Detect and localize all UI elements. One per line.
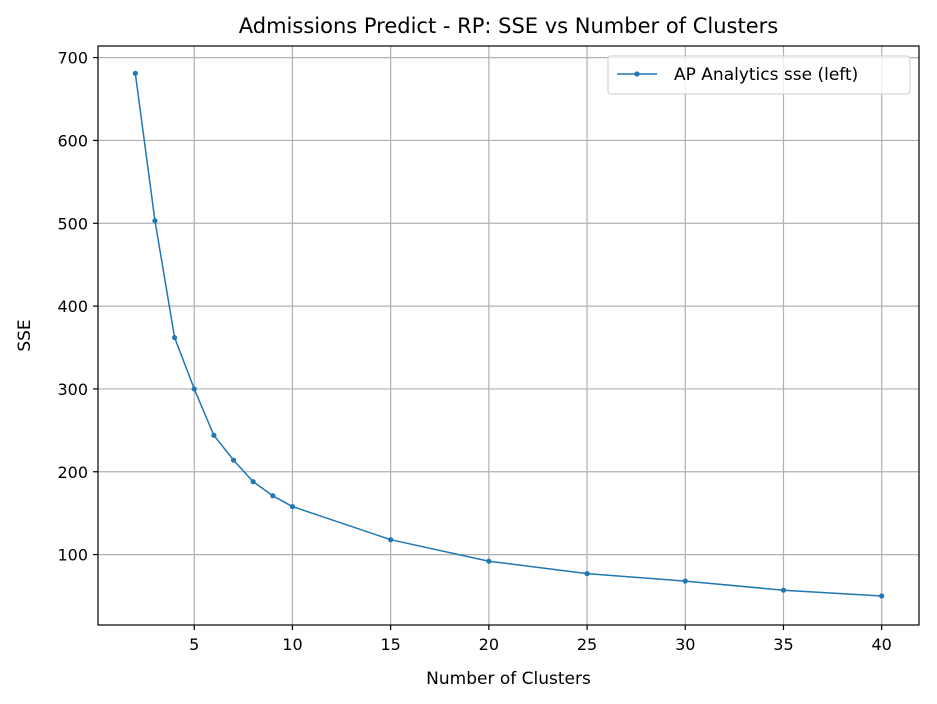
y-tick-label-6: 700 [57, 49, 88, 68]
data-point [152, 218, 158, 224]
data-point [682, 578, 688, 584]
data-point [230, 457, 237, 463]
y-tick-label-0: 100 [57, 546, 88, 565]
y-tick-label-1: 200 [57, 463, 88, 482]
data-point [780, 587, 787, 593]
series-layer [132, 70, 885, 599]
data-point [584, 571, 590, 577]
legend-entry: AP Analytics sse (left) [674, 65, 858, 85]
data-point [211, 432, 217, 438]
grid-layer [98, 46, 919, 625]
data-point [250, 479, 256, 485]
legend-box [607, 55, 911, 95]
data-point [270, 493, 276, 499]
plot-frame [97, 45, 920, 626]
x-tick-label-4: 25 [577, 635, 597, 654]
data-point [132, 70, 138, 76]
x-tick-label-2: 15 [380, 635, 400, 654]
legend-marker-swatch [634, 71, 640, 77]
y-tick-label-3: 400 [57, 297, 88, 316]
x-tick-label-3: 20 [479, 635, 499, 654]
data-point [289, 503, 296, 510]
x-tick-label-7: 40 [872, 635, 892, 654]
y-tick-label-5: 600 [57, 131, 88, 150]
x-tick-label-6: 35 [773, 635, 793, 654]
data-point [388, 537, 394, 543]
data-point [172, 334, 178, 341]
data-point [879, 593, 885, 599]
series-line-0 [134, 73, 882, 597]
tick-layer: 5 10 15 20 25 30 35 40 100 200 300 400 500 600 700 [57, 49, 891, 654]
x-tick-label-5: 30 [675, 635, 695, 654]
y-tick-label-2: 300 [57, 380, 88, 399]
x-axis-label: Number of Clusters [426, 669, 591, 689]
data-point [191, 386, 197, 392]
chart-title: Admissions Predict - RP: SSE vs Number o… [239, 14, 778, 38]
data-point [486, 558, 492, 564]
x-tick-label-1: 10 [282, 635, 302, 654]
y-axis-label: SSE [15, 319, 35, 351]
legend: AP Analytics sse (left) [607, 55, 911, 95]
y-tick-label-4: 500 [57, 214, 88, 233]
x-tick-label-0: 5 [189, 635, 199, 654]
